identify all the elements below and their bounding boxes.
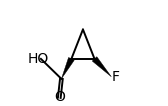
Text: HO: HO (28, 52, 49, 66)
Polygon shape (92, 57, 111, 77)
Text: O: O (54, 90, 65, 104)
Text: F: F (112, 70, 120, 84)
Polygon shape (61, 57, 74, 79)
